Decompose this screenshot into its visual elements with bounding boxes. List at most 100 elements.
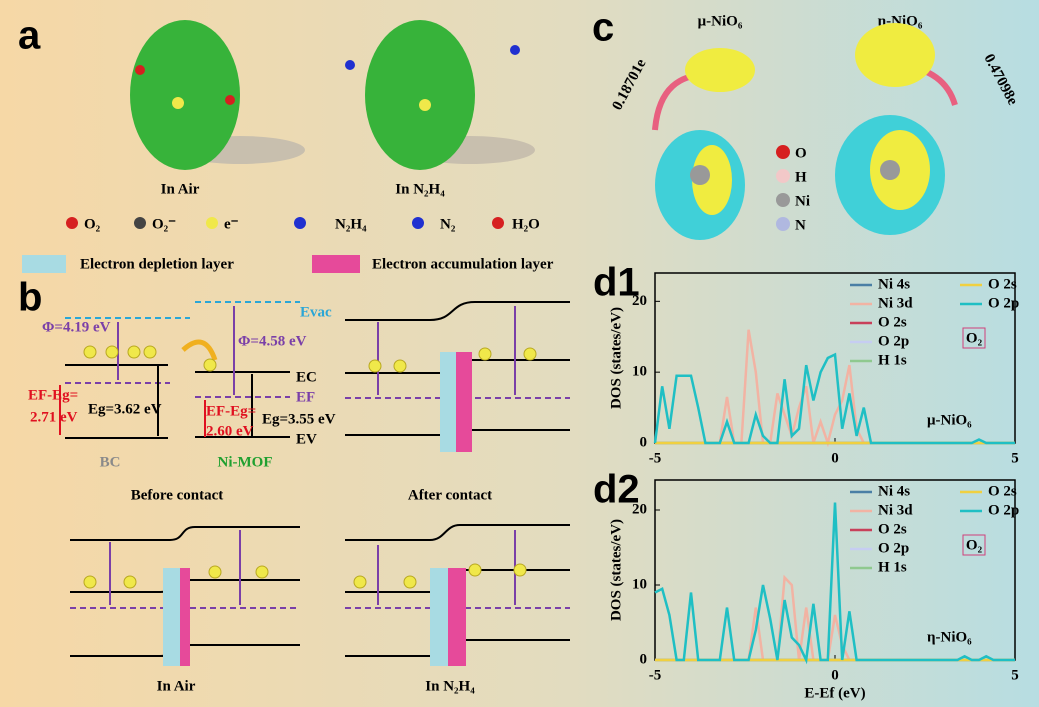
annotation: μ-NiO₆ (927, 412, 972, 428)
work-function: Φ=4.19 eV (42, 319, 111, 335)
transfer-arrow (181, 339, 218, 361)
legend-text: O 2p (878, 540, 909, 556)
offset: EF-Eg= (28, 387, 78, 403)
legend-text: N₂ (440, 216, 456, 232)
legend-icon (776, 193, 790, 207)
electron (127, 345, 141, 359)
annotation: η-NiO₆ (927, 629, 972, 645)
electron (353, 575, 367, 589)
electron (203, 358, 217, 372)
orbital-lobe (855, 23, 935, 87)
molecule (345, 60, 355, 70)
y-tick-label: 10 (632, 576, 647, 592)
gap-arrow (157, 366, 253, 436)
level-label: EV (296, 431, 317, 447)
annotation-box (962, 327, 986, 349)
legend-icon (776, 217, 790, 231)
band-gap: Eg=3.62 eV (88, 401, 162, 417)
annotation-box (962, 534, 986, 556)
caption: In N₂H₄ (425, 678, 475, 694)
depletion-layer (163, 568, 180, 666)
legend-text: O 2p (988, 502, 1019, 518)
accumulation-layer (456, 352, 472, 452)
dos-line (653, 352, 1015, 445)
legend-text: O₂ (84, 216, 101, 232)
catalyst (365, 20, 475, 170)
legend-text: Ni 3d (878, 295, 913, 311)
y-tick-label: 0 (640, 434, 648, 450)
dos-line (654, 502, 1015, 665)
legend-text: Ni 3d (878, 502, 913, 518)
legend-text: O₂⁻ (152, 216, 176, 232)
legend-text: O 2s (878, 521, 907, 537)
caption: In Air (161, 181, 200, 197)
orbital-lobe (685, 48, 755, 92)
electron (393, 359, 407, 373)
legend-icon (776, 169, 790, 183)
level-label: EF (296, 389, 315, 405)
depletion-layer (440, 352, 456, 452)
electron (83, 575, 97, 589)
legend-swatch (312, 255, 360, 273)
caption: In Air (157, 678, 196, 694)
electron (143, 345, 157, 359)
x-tick-label: 5 (1011, 667, 1019, 683)
accumulation-layer (448, 568, 466, 666)
band-gap: Eg=3.55 eV (262, 411, 336, 427)
x-axis-label: E-Ef (eV) (804, 685, 865, 701)
y-tick-label: 0 (640, 651, 648, 667)
legend-swatch (22, 255, 66, 273)
legend-icon (412, 217, 424, 229)
orbital-lobe (692, 145, 732, 215)
panel-label: c (592, 6, 614, 50)
x-tick-label: 0 (831, 450, 839, 466)
x-tick-label: 5 (1011, 450, 1019, 466)
atom (690, 165, 710, 185)
legend-text: Ni 4s (878, 483, 910, 499)
y-tick-label: 10 (632, 364, 647, 380)
legend-text: Electron accumulation layer (372, 256, 554, 272)
y-axis-label: DOS (states/eV) (608, 307, 624, 409)
band-edge (65, 364, 290, 439)
offset: EF-Eg= (206, 403, 256, 419)
legend-text: Ni 4s (878, 276, 910, 292)
accumulation-layer (180, 568, 190, 666)
gap-arrow (59, 385, 206, 437)
caption: After contact (408, 487, 492, 503)
atom (880, 160, 900, 180)
molecule (225, 95, 235, 105)
fermi-level (65, 382, 290, 398)
chart-label: d1 (593, 261, 640, 305)
molecule (135, 65, 145, 75)
offset: 2.60 eV (206, 423, 254, 439)
legend-text: O 2p (988, 295, 1019, 311)
catalyst (130, 20, 240, 170)
electron (478, 347, 492, 361)
orbitals (655, 23, 945, 240)
legend-text: O (795, 145, 807, 161)
legend-text: O 2s (988, 483, 1017, 499)
legend-text: H 1s (878, 559, 907, 575)
electron (123, 575, 137, 589)
caption: In N₂H₄ (395, 181, 445, 197)
legend-icon (66, 217, 78, 229)
material: Ni-MOF (218, 454, 273, 470)
legend-text: H₂O (512, 216, 540, 232)
x-tick-label: -5 (649, 450, 662, 466)
electron (403, 575, 417, 589)
legend-icon (134, 217, 146, 229)
legend-text: H 1s (878, 352, 907, 368)
y-axis-label: DOS (states/eV) (608, 519, 624, 621)
electron (513, 563, 527, 577)
legend-icon (776, 145, 790, 159)
legend-text: Electron depletion layer (80, 256, 234, 272)
legend-text: H (795, 169, 807, 185)
electron (172, 97, 184, 109)
level-label: Evac (300, 304, 332, 320)
y-tick-label: 20 (632, 293, 647, 309)
electron (105, 345, 119, 359)
panel-label: b (18, 276, 42, 320)
y-tick-label: 20 (632, 501, 647, 517)
level-label: EC (296, 369, 317, 385)
